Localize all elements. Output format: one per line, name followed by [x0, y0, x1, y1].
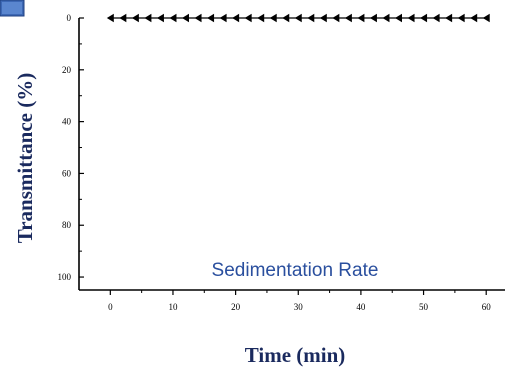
chart-annotation: Sedimentation Rate [212, 260, 379, 281]
data-point [282, 13, 290, 23]
y-tick-label: 80 [62, 220, 72, 230]
data-point [194, 13, 202, 23]
data-point [207, 13, 215, 23]
x-tick-label: 10 [168, 302, 178, 312]
data-point [294, 13, 302, 23]
data-point [457, 13, 465, 23]
data-point [420, 13, 428, 23]
data-point [395, 13, 402, 23]
data-point [445, 13, 453, 23]
data-point [232, 13, 240, 23]
x-axis-label: Time (min) [245, 343, 346, 367]
data-point [307, 13, 315, 23]
data-point [382, 13, 390, 23]
y-tick-label: 100 [58, 272, 72, 282]
data-point [257, 13, 265, 23]
data-point [432, 13, 440, 23]
data-point [182, 13, 189, 23]
x-tick-label: 60 [482, 302, 492, 312]
y-tick-label: 40 [62, 117, 72, 127]
data-point [357, 13, 365, 23]
data-point [369, 13, 377, 23]
y-axis-label: Transmittance (%) [13, 73, 37, 244]
data-point [344, 13, 352, 23]
x-tick-label: 0 [108, 302, 113, 312]
series-layer [106, 13, 490, 23]
y-tick-label: 60 [62, 168, 72, 178]
data-point [407, 13, 415, 23]
data-point [244, 13, 252, 23]
data-point [219, 13, 227, 23]
data-point [144, 13, 152, 23]
data-point [169, 13, 177, 23]
data-point [119, 13, 127, 23]
data-point [482, 13, 490, 23]
x-tick-label: 30 [294, 302, 304, 312]
y-tick-label: 0 [67, 13, 72, 23]
corner-badge [0, 0, 25, 17]
data-point [470, 13, 478, 23]
data-point [332, 13, 340, 23]
data-point [106, 13, 114, 23]
data-point [156, 13, 164, 23]
x-tick-label: 20 [231, 302, 241, 312]
data-point [269, 13, 277, 23]
y-tick-label: 20 [62, 65, 72, 75]
y-ticks: 0 20 40 60 80 100 [58, 13, 84, 282]
data-point [131, 13, 139, 23]
data-point [319, 13, 327, 23]
plot-frame [78, 18, 505, 291]
x-ticks: 0 10 20 30 40 50 60 [108, 290, 491, 312]
x-tick-label: 50 [419, 302, 429, 312]
x-tick-label: 40 [356, 302, 366, 312]
